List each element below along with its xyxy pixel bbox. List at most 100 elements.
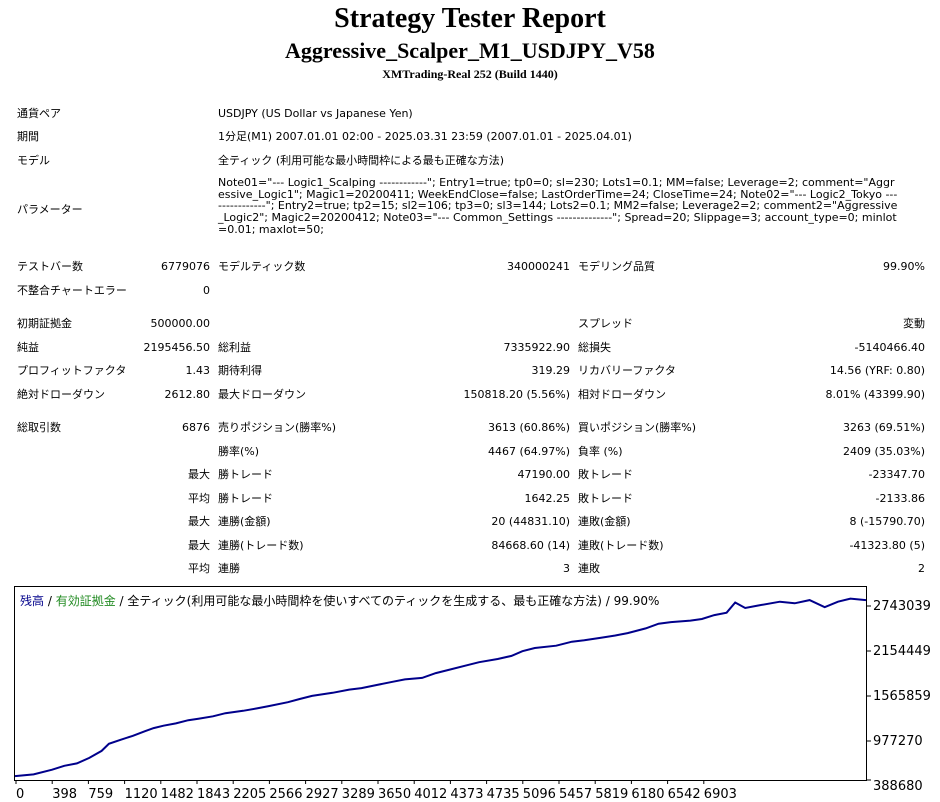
x-tick-label: 5457 <box>559 787 592 800</box>
x-tick-label: 2566 <box>269 787 302 800</box>
short-label: 売りポジション(勝率%) <box>218 421 337 434</box>
x-tick-label: 4373 <box>450 787 483 800</box>
server-name: XMTrading-Real 252 (Build 1440) <box>382 67 558 81</box>
recovery-factor-label: リカバリーファクタ <box>578 364 676 377</box>
max-cons-wins-money-value: 20 (44831.10) <box>491 515 570 528</box>
initial-deposit-label: 初期証拠金 <box>17 317 72 330</box>
model-value: 全ティック (利用可能な最小時間枠による最も正確な方法) <box>218 154 505 167</box>
series-balance-line <box>14 597 867 778</box>
long-label: 買いポジション(勝率%) <box>578 421 697 434</box>
model-ticks-value: 340000241 <box>507 260 570 273</box>
max-dd-value: 150818.20 (5.56%) <box>463 388 570 401</box>
legend-description: / 全ティック(利用可能な最小時間枠を使いすべてのティックを生成する、最も正確な… <box>116 593 660 608</box>
loss-label: 負率 (%) <box>578 445 623 458</box>
avg-win-value: 1642.25 <box>524 492 571 505</box>
test-bars-value: 6779076 <box>161 260 210 273</box>
abs-dd-label: 絶対ドローダウン <box>17 388 105 401</box>
quality-label: モデリング品質 <box>578 260 655 273</box>
model-ticks-label: モデルティック数 <box>218 260 306 273</box>
x-tick-label: 6180 <box>631 787 664 800</box>
y-tick-label: 2743039 <box>873 599 931 614</box>
y-tick-label: 977270 <box>873 734 923 749</box>
legend-equity: 有効証拠金 <box>56 593 116 608</box>
x-tick-label: 1482 <box>161 787 194 800</box>
net-profit-label: 純益 <box>17 341 39 354</box>
period-label: 期間 <box>17 130 39 143</box>
x-tick-label: 6542 <box>668 787 701 800</box>
max-label-3: 最大 <box>188 539 210 552</box>
initial-deposit-value: 500000.00 <box>150 317 211 330</box>
avg-cons-losses-label: 連敗 <box>578 562 600 575</box>
x-tick-label: 1843 <box>197 787 230 800</box>
y-tick-label: 388680 <box>873 779 923 794</box>
largest-win-value: 47190.00 <box>517 468 571 481</box>
largest-loss-value: -23347.70 <box>868 468 925 481</box>
model-label: モデル <box>17 154 50 167</box>
gross-loss-value: -5140466.40 <box>854 341 925 354</box>
report-title: Strategy Tester Report <box>334 3 606 34</box>
mismatch-value: 0 <box>203 284 210 297</box>
profit-factor-value: 1.43 <box>185 364 211 377</box>
win-label: 勝率(%) <box>218 445 260 458</box>
recovery-factor-value: 14.56 (YRF: 0.80) <box>829 364 925 377</box>
win-value: 4467 (64.97%) <box>487 445 570 458</box>
x-axis: 0 398 759 1120 1482 1843 2205 2566 2927 3289 3650 4… <box>15 780 737 800</box>
max-cons-losses-money-value: 8 (-15790.70) <box>849 515 925 528</box>
x-tick-label: 1120 <box>125 787 158 800</box>
profit-factor-label: プロフィットファクタ <box>17 364 127 377</box>
x-tick-label: 6903 <box>704 787 737 800</box>
loss-value: 2409 (35.03%) <box>842 445 925 458</box>
params-label: パラメーター <box>17 203 83 216</box>
rel-dd-value: 8.01% (43399.90) <box>825 388 925 401</box>
quality-value: 99.90% <box>883 260 925 273</box>
x-tick-label: 5819 <box>595 787 628 800</box>
total-trades-label: 総取引数 <box>17 421 61 434</box>
x-tick-label: 2927 <box>306 787 339 800</box>
x-tick-label: 3289 <box>342 787 375 800</box>
period-value: 1分足(M1) 2007.01.01 02:00 - 2025.03.31 23… <box>218 130 632 143</box>
gross-profit-value: 7335922.90 <box>503 341 570 354</box>
x-tick-label: 759 <box>88 787 113 800</box>
x-tick-label: 398 <box>52 787 77 800</box>
ea-name: Aggressive_Scalper_M1_USDJPY_V58 <box>285 38 655 63</box>
avg-cons-wins-value: 3 <box>563 562 570 575</box>
total-trades-value: 6876 <box>182 421 210 434</box>
spread-label: スプレッド <box>578 317 633 330</box>
x-tick-label: 4012 <box>414 787 447 800</box>
balance-chart: 残高 / 有効証拠金 / 全ティック(利用可能な最小時間枠を使いすべてのティック… <box>14 586 931 800</box>
rel-dd-label: 相対ドローダウン <box>578 388 666 401</box>
gross-profit-label: 総利益 <box>218 341 251 354</box>
test-bars-label: テストバー数 <box>17 260 83 273</box>
avg-cons-losses-value: 2 <box>918 562 925 575</box>
symbol-value: USDJPY (US Dollar vs Japanese Yen) <box>218 107 413 120</box>
net-profit-value: 2195456.50 <box>143 341 210 354</box>
expected-payoff-value: 319.29 <box>531 364 571 377</box>
max-cons-loss-label: 連敗(トレード数) <box>578 539 664 552</box>
long-value: 3263 (69.51%) <box>842 421 925 434</box>
chart-frame <box>14 586 867 781</box>
max-cons-losses-money-label: 連敗(金額) <box>578 515 631 528</box>
legend-separator: / <box>44 594 56 608</box>
chart-legend: 残高 / 有効証拠金 / 全ティック(利用可能な最小時間枠を使いすべてのティック… <box>20 593 659 608</box>
max-cons-profit-label: 連勝(トレード数) <box>218 539 304 552</box>
short-value: 3613 (60.86%) <box>487 421 570 434</box>
abs-dd-value: 2612.80 <box>164 388 211 401</box>
x-tick-label: 4735 <box>487 787 520 800</box>
max-dd-label: 最大ドローダウン <box>218 388 306 401</box>
y-tick-label: 2154449 <box>873 644 931 659</box>
expected-payoff-label: 期待利得 <box>218 364 262 377</box>
avg-loss-value: -2133.86 <box>875 492 925 505</box>
params-value: Note01="--- Logic1_Scalping ------------… <box>218 176 898 236</box>
legend-balance: 残高 <box>20 593 44 608</box>
max-cons-loss-value: -41323.80 (5) <box>849 539 925 552</box>
y-tick-label: 1565859 <box>873 689 931 704</box>
x-tick-label: 5096 <box>523 787 556 800</box>
max-label: 最大 <box>188 468 210 481</box>
max-label-2: 最大 <box>188 515 210 528</box>
x-tick-label: 0 <box>16 787 24 800</box>
gross-loss-label: 総損失 <box>578 341 611 354</box>
avg-loss-label: 敗トレード <box>578 492 633 505</box>
avg-label: 平均 <box>188 492 210 505</box>
largest-loss-label: 敗トレード <box>578 468 633 481</box>
y-axis: 2743039 2154449 1565859 977270 388680 <box>866 599 931 794</box>
